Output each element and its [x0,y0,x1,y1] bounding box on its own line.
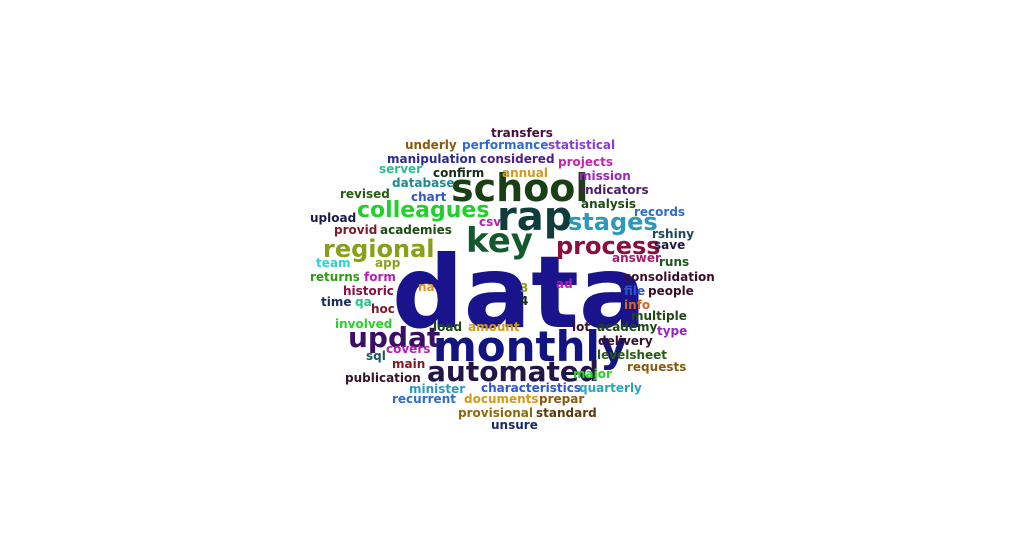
word-involved: involved [335,317,393,331]
word-performance: performance [462,138,549,152]
word-consolidation: consolidation [624,270,715,284]
word-ad: ad [556,277,573,291]
word-main: main [392,357,426,371]
word-prepar: prepar [539,392,585,406]
word-publication: publication [345,371,421,385]
word-provid: provid [334,223,378,237]
word-levelsheet: levelsheet [597,348,668,362]
word-3: 3 [520,281,529,295]
word-indicators: indicators [581,183,649,197]
word-statistical: statistical [548,138,616,152]
word-key: key [466,221,533,261]
word-academy: academy [597,320,658,334]
word-info: info [624,298,651,312]
word-recurrent: recurrent [392,392,456,406]
word-team: team [316,256,351,270]
word-historic: historic [343,284,394,298]
word-annual: annual [502,166,548,180]
word-csv: csv [479,215,502,229]
word-considered: considered [480,152,555,166]
word-colleagues: colleagues [357,198,490,223]
word-type: type [657,324,688,338]
word-minister: minister [409,382,466,396]
word-qa: qa [355,295,372,309]
word-database: database [392,176,455,190]
word-documents: documents [464,392,539,406]
word-rap: rap [497,194,573,240]
word-stages: stages [568,208,658,236]
word-data: data [392,234,647,351]
word-major: major [573,367,612,381]
word-lot: lot [572,320,591,334]
word-confirm: confirm [433,166,485,180]
word-monthly: monthly [433,322,628,371]
word-covers: covers [386,342,431,356]
word-unsure: unsure [491,418,538,432]
word-server: server [379,162,423,176]
word-returns: returns [310,270,360,284]
word-updat: updat [348,321,441,354]
word-underly: underly [405,138,457,152]
word-process: process [556,232,661,260]
word-revised: revised [340,187,390,201]
word-rshiny: rshiny [652,227,695,241]
word-automated: automated [427,355,599,388]
word-multiple: multiple [631,309,687,323]
word-answer: answer [612,251,661,265]
word-records: records [634,205,686,219]
word-analysis: analysis [581,197,637,211]
word-hoc: hoc [371,302,395,316]
word-time: time [321,295,352,309]
word-sql: sql [366,349,386,363]
word-transfers: transfers [491,126,553,140]
word-4: 4 [520,294,529,308]
word-form: form [364,270,396,284]
word-quarterly: quarterly [579,381,642,395]
word-characteristics: characteristics [481,381,582,395]
word-academies: academies [380,223,452,237]
word-runs: runs [659,255,690,269]
word-load: load [433,320,463,334]
word-file: file [624,284,646,298]
word-provisional: provisional [458,406,533,420]
word-upload: upload [310,211,357,225]
word-people: people [648,284,694,298]
word-na: na [418,280,435,294]
word-mission: mission [579,169,631,183]
word-delivery: delivery [598,334,653,348]
word-school: school [451,166,589,210]
word-chart: chart [411,190,447,204]
word-projects: projects [558,155,613,169]
word-app: app [375,256,401,270]
word-manipulation: manipulation [387,152,477,166]
word-save: save [654,238,686,252]
word-regional: regional [323,235,435,263]
word-amount: amount [468,320,520,334]
word-requests: requests [627,360,687,374]
word-standard: standard [536,406,597,420]
